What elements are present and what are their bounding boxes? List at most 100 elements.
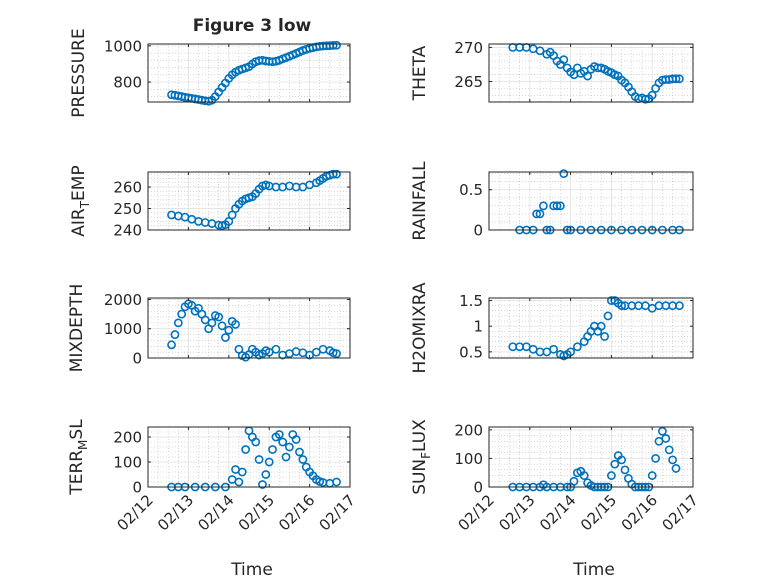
data-point: [583, 71, 592, 81]
y-tick-label: 200: [113, 429, 142, 447]
x-axis-label-right: Time: [572, 560, 615, 580]
data-point: [610, 459, 620, 469]
data-point: [274, 430, 284, 439]
x-tick-label: 02/13: [154, 491, 197, 534]
y-tick-label: 0: [132, 479, 142, 497]
data-point: [271, 344, 281, 354]
data-point: [579, 471, 589, 480]
data-point: [264, 457, 274, 467]
data-point: [549, 344, 558, 354]
y-tick-label: 0: [473, 222, 483, 240]
x-tick-label: 02/12: [455, 491, 498, 534]
data-point: [607, 471, 616, 480]
axes-frame: [147, 43, 351, 103]
y-axis-label: RAINFALL: [410, 161, 430, 241]
axes-frame: [147, 171, 351, 231]
y-tick-label: 1: [473, 318, 483, 336]
data-point: [237, 467, 247, 477]
y-tick-label: 800: [113, 74, 142, 92]
y-axis-label: TERRMSL: [67, 419, 90, 496]
data-point: [291, 435, 301, 444]
x-tick-label: 02/17: [316, 491, 359, 534]
y-axis-label: THETA: [410, 45, 430, 101]
x-tick-label: 02/15: [577, 491, 620, 534]
y-tick-label: 200: [454, 421, 483, 439]
y-axis-label: AIRTEMP: [69, 165, 92, 236]
y-tick-label: 270: [454, 39, 483, 57]
data-point: [620, 465, 630, 475]
data-point: [268, 445, 277, 454]
chart-air_temp: 240 250 260 AIRTEMP: [69, 165, 351, 240]
data-point: [224, 217, 234, 226]
data-point: [675, 301, 684, 311]
y-tick-label: 250: [113, 200, 142, 218]
data-point: [671, 464, 681, 473]
data-point: [167, 340, 176, 350]
y-axis-label: H2OMIXRA: [410, 282, 430, 373]
data-point: [535, 46, 545, 56]
data-point: [221, 333, 230, 342]
figure-title: Figure 3 low: [193, 16, 312, 36]
data-point: [258, 480, 267, 489]
x-tick-label: 02/14: [194, 491, 237, 534]
data-point: [559, 55, 569, 65]
x-axis-label-left: Time: [230, 560, 273, 580]
data-point: [647, 471, 657, 480]
y-tick-label: 265: [454, 73, 483, 91]
data-point: [556, 201, 565, 211]
chart-pressure: 800 1000 PRESSURE: [69, 28, 351, 118]
data-point: [539, 201, 548, 211]
data-point: [170, 330, 180, 339]
data-point: [251, 437, 261, 447]
chart-rainfall: 0 0.5 RAINFALL: [410, 161, 694, 241]
y-axis-label: MIXDEPTH: [67, 284, 87, 373]
data-point: [559, 169, 569, 179]
chart-h2omixra: 0.5 1 1.5 H2OMIXRA: [410, 282, 694, 374]
x-tick-label: 02/17: [659, 491, 702, 534]
data-point: [671, 74, 681, 84]
data-point: [173, 318, 183, 328]
data-point: [661, 434, 671, 443]
data-point: [328, 169, 338, 179]
axes-frame: [488, 43, 694, 103]
y-axis-label: SUNFLUX: [410, 419, 433, 495]
data-point: [217, 321, 227, 331]
y-tick-label: 260: [113, 179, 142, 197]
y-tick-label: 2000: [104, 291, 142, 309]
plot-area: [489, 172, 693, 230]
x-tick-label: 02/12: [114, 491, 157, 534]
data-point: [332, 40, 341, 50]
axes-frame: [488, 171, 694, 231]
data-point: [254, 455, 264, 464]
chart-mixdepth: 0 1000 2000 MIXDEPTH: [67, 284, 351, 373]
y-tick-label: 0: [473, 479, 483, 497]
data-point: [234, 477, 244, 487]
data-point: [535, 209, 545, 219]
data-point: [332, 169, 341, 179]
data-point: [278, 437, 288, 447]
data-point: [328, 41, 338, 50]
data-point: [227, 210, 237, 220]
data-point: [281, 452, 291, 462]
x-tick-label: 02/15: [235, 491, 278, 534]
x-tick-label: 02/13: [495, 491, 538, 534]
data-point: [603, 311, 613, 321]
data-point: [234, 344, 244, 354]
data-point: [658, 426, 667, 436]
data-point: [214, 312, 224, 322]
y-tick-label: 100: [113, 454, 142, 472]
x-tick-label: 02/16: [618, 491, 661, 534]
data-point: [532, 209, 541, 219]
y-tick-label: 1.5: [459, 292, 483, 310]
data-point: [668, 455, 677, 465]
data-point: [332, 477, 341, 487]
data-point: [617, 455, 626, 465]
axes-frame: [488, 426, 694, 488]
y-tick-label: 100: [454, 450, 483, 468]
axes-frame: [147, 297, 351, 359]
y-tick-label: 1000: [104, 37, 142, 55]
data-point: [617, 301, 626, 311]
data-point: [177, 309, 187, 319]
